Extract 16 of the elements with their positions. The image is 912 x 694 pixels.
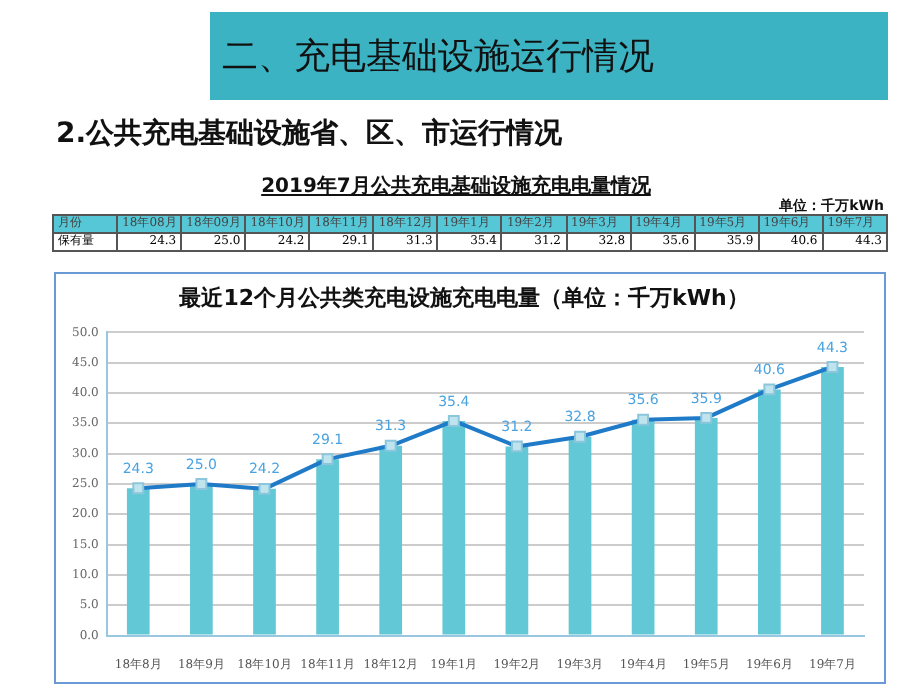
bar bbox=[126, 488, 150, 635]
bar bbox=[757, 389, 781, 635]
bar bbox=[442, 420, 466, 635]
chart-title: 最近12个月公共类充电设施充电电量（单位：千万kWh） bbox=[177, 284, 749, 311]
text: 二、充电基础设施运行情况 bbox=[210, 12, 888, 100]
text: 2019年7月公共充电基础设施充电电量情况 bbox=[259, 172, 653, 200]
bar bbox=[379, 445, 403, 635]
bar bbox=[253, 488, 276, 635]
bar bbox=[694, 417, 718, 635]
bar bbox=[631, 419, 655, 635]
bar bbox=[505, 446, 529, 635]
bar bbox=[821, 366, 844, 635]
bar bbox=[568, 436, 592, 635]
bar bbox=[190, 484, 213, 635]
text: 2.公共充电基础设施省、区、市运行情况 bbox=[56, 116, 563, 152]
bar bbox=[316, 459, 339, 635]
